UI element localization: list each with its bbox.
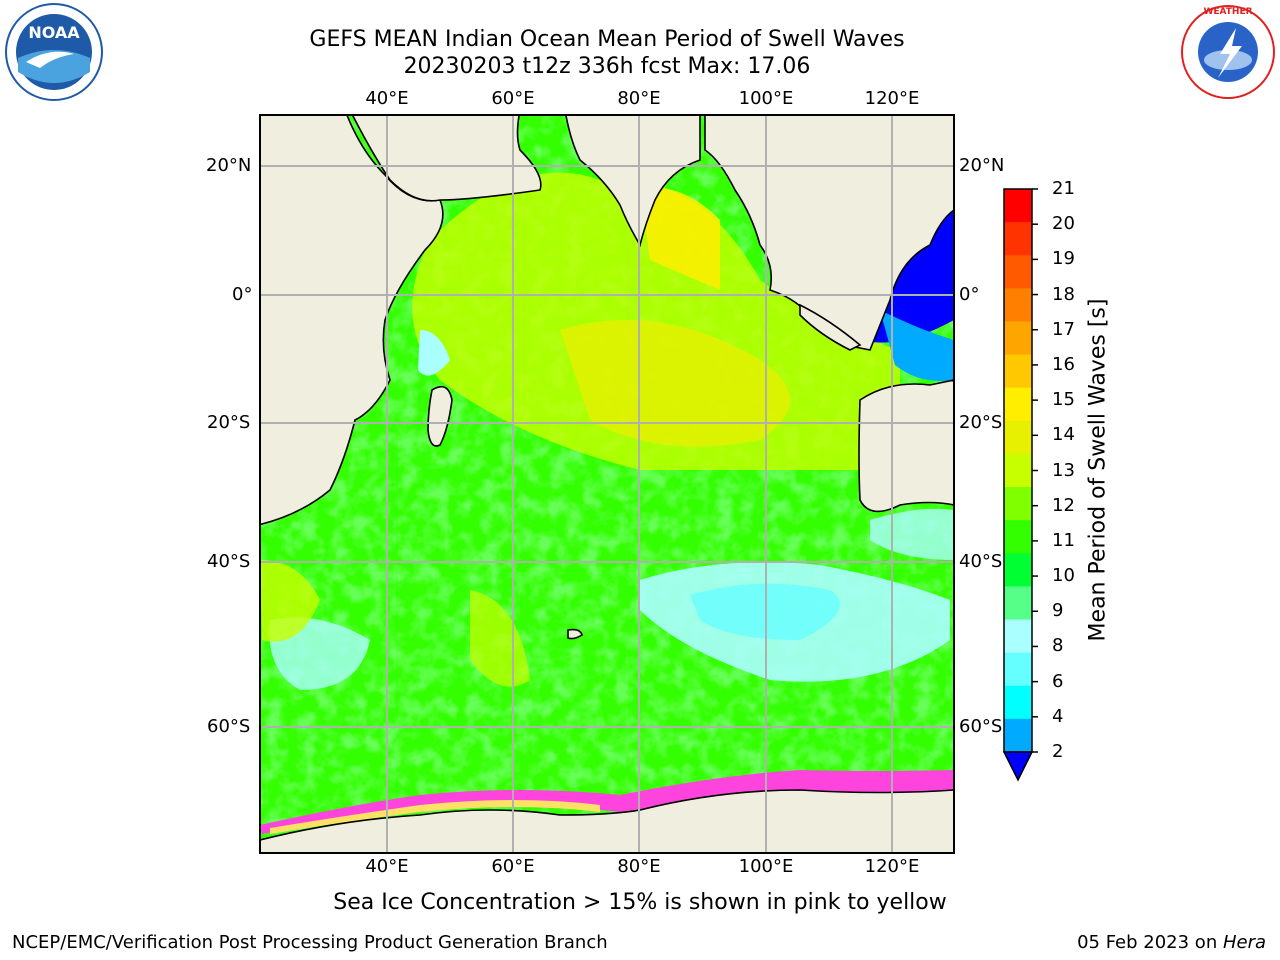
footer-date-text: 05 Feb 2023 on bbox=[1077, 932, 1223, 953]
map-frame bbox=[259, 114, 955, 854]
footer-date: 05 Feb 2023 on Hera bbox=[1077, 932, 1266, 953]
colorbar-segment bbox=[1004, 718, 1032, 753]
colorbar-tick-label: 16 bbox=[1052, 353, 1075, 375]
colorbar bbox=[1004, 188, 1038, 753]
lat-label-right: 0° bbox=[959, 284, 980, 305]
lat-label-left: 20°S bbox=[207, 412, 251, 433]
colorbar-tick-label: 6 bbox=[1052, 670, 1064, 692]
lon-label-top: 120°E bbox=[864, 88, 920, 109]
footer-credit: NCEP/EMC/Verification Post Processing Pr… bbox=[12, 932, 608, 953]
map-field bbox=[260, 115, 954, 853]
lat-label-right: 20°N bbox=[959, 155, 1005, 176]
colorbar-tick-label: 11 bbox=[1052, 529, 1075, 551]
colorbar-segment bbox=[1004, 387, 1032, 422]
colorbar-tick-label: 20 bbox=[1052, 213, 1075, 235]
lat-label-left: 0° bbox=[232, 284, 253, 305]
colorbar-tick-label: 10 bbox=[1052, 565, 1075, 587]
footer-host: Hera bbox=[1222, 932, 1266, 953]
colorbar-tick-label: 15 bbox=[1052, 389, 1075, 411]
lon-label-top: 100°E bbox=[738, 88, 794, 109]
lat-label-right: 60°S bbox=[959, 716, 1003, 737]
chart-subtitle: 20230203 t12z 336h fcst Max: 17.06 bbox=[403, 54, 811, 79]
lon-label-bottom: 80°E bbox=[617, 856, 661, 877]
sea-ice-note: Sea Ice Concentration > 15% is shown in … bbox=[333, 890, 947, 915]
colorbar-tick-label: 18 bbox=[1052, 283, 1075, 305]
colorbar-tick-label: 13 bbox=[1052, 459, 1075, 481]
colorbar-tick-label: 19 bbox=[1052, 248, 1075, 270]
colorbar-tick-label: 2 bbox=[1052, 741, 1064, 762]
lon-label-top: 40°E bbox=[365, 88, 409, 109]
colorbar-segment bbox=[1004, 553, 1032, 587]
lon-label-top: 80°E bbox=[617, 88, 661, 109]
lat-label-left: 60°S bbox=[207, 716, 251, 737]
colorbar-tick-label: 4 bbox=[1052, 705, 1064, 727]
lon-label-bottom: 40°E bbox=[365, 856, 409, 877]
colorbar-segment bbox=[1004, 586, 1032, 621]
lon-label-bottom: 100°E bbox=[738, 856, 794, 877]
colorbar-segment bbox=[1004, 520, 1032, 554]
svg-text:NOAA: NOAA bbox=[28, 23, 80, 42]
lat-label-right: 40°S bbox=[959, 551, 1003, 572]
colorbar-tick-label: 14 bbox=[1052, 424, 1075, 446]
colorbar-segment bbox=[1004, 255, 1032, 289]
colorbar-segment bbox=[1004, 487, 1032, 521]
colorbar-segment bbox=[1004, 321, 1032, 356]
noaa-logo: NOAA bbox=[5, 3, 103, 101]
colorbar-tick-label: 12 bbox=[1052, 494, 1075, 516]
chart-title: GEFS MEAN Indian Ocean Mean Period of Sw… bbox=[309, 27, 905, 52]
colorbar-segment bbox=[1004, 453, 1032, 488]
colorbar-segment bbox=[1004, 189, 1032, 223]
colorbar-segment bbox=[1004, 420, 1032, 455]
colorbar-segment bbox=[1004, 652, 1032, 687]
lon-label-top: 60°E bbox=[491, 88, 535, 109]
svg-text:WEATHER: WEATHER bbox=[1203, 7, 1252, 17]
colorbar-segment bbox=[1004, 685, 1032, 720]
colorbar-tick-label: 17 bbox=[1052, 318, 1075, 340]
colorbar-tick-label: 9 bbox=[1052, 600, 1064, 622]
lat-label-left: 40°S bbox=[207, 551, 251, 572]
colorbar-tick-label: 21 bbox=[1052, 178, 1075, 199]
colorbar-segment bbox=[1004, 619, 1032, 654]
colorbar-segment bbox=[1004, 354, 1032, 389]
colorbar-title: Mean Period of Swell Waves [s] bbox=[1085, 298, 1111, 642]
colorbar-extend-arrow bbox=[1002, 751, 1034, 782]
colorbar-tick-label: 8 bbox=[1052, 635, 1064, 657]
lat-label-right: 20°S bbox=[959, 412, 1003, 433]
colorbar-segment bbox=[1004, 222, 1032, 256]
nws-logo: WEATHER bbox=[1181, 5, 1275, 99]
lon-label-bottom: 120°E bbox=[864, 856, 920, 877]
lon-label-bottom: 60°E bbox=[491, 856, 535, 877]
graticule bbox=[260, 115, 954, 853]
lat-label-left: 20°N bbox=[206, 155, 252, 176]
colorbar-segment bbox=[1004, 288, 1032, 322]
